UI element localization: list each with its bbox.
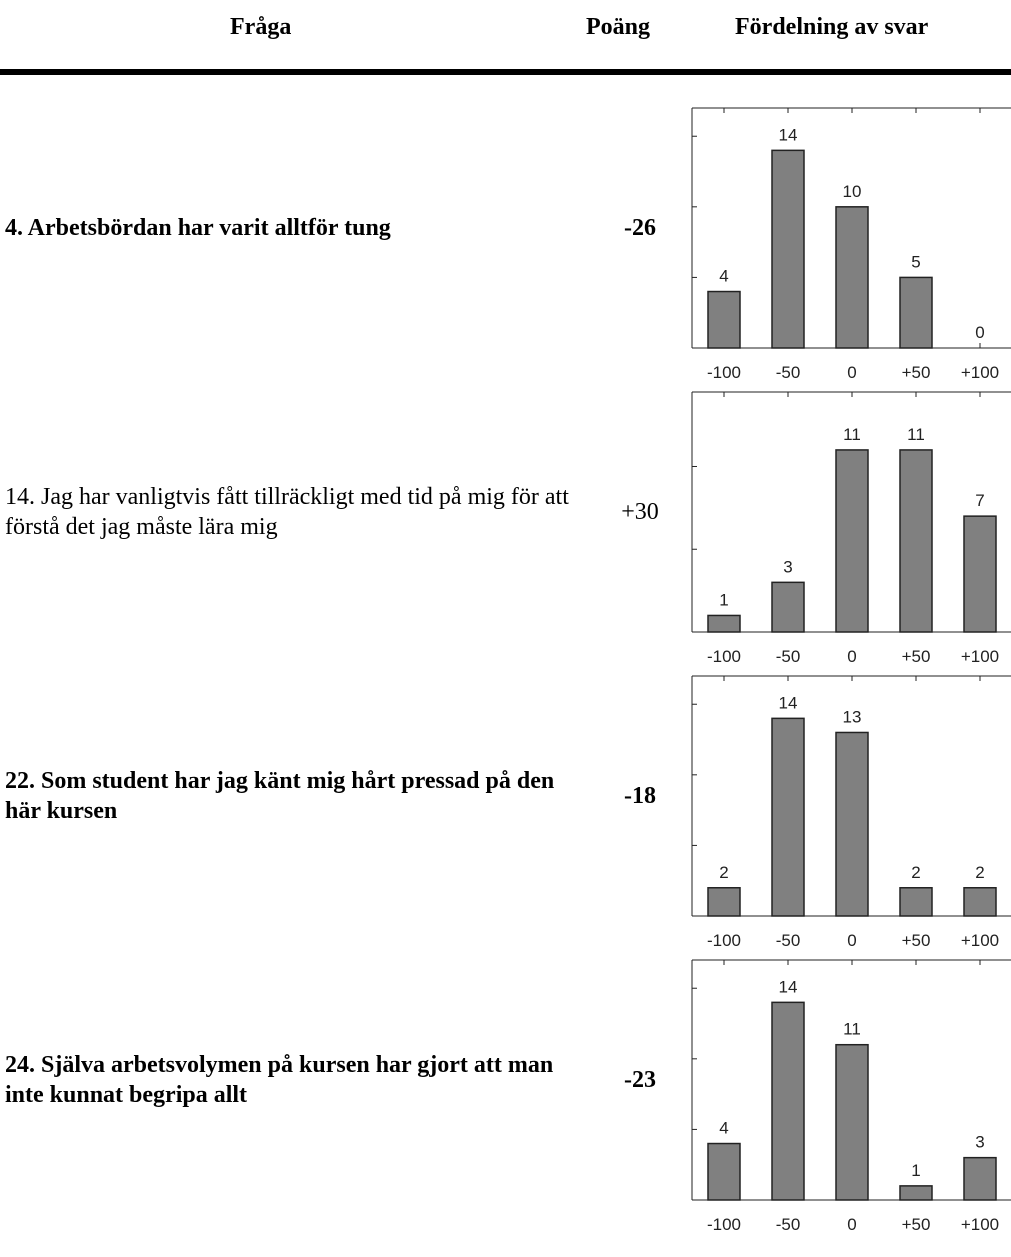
header-rule bbox=[0, 69, 1011, 75]
question: 24. Själva arbetsvolymen på kursen har g… bbox=[5, 1052, 554, 1108]
header-score: Poäng bbox=[586, 14, 651, 40]
value-label: 14 bbox=[779, 693, 798, 712]
value-label: 2 bbox=[719, 863, 728, 882]
question: 4. Arbetsbördan har varit alltför tung bbox=[5, 215, 391, 241]
bar bbox=[771, 717, 805, 917]
bar bbox=[899, 1185, 933, 1201]
x-tick-label: +100 bbox=[961, 931, 999, 950]
bar bbox=[707, 887, 741, 917]
value-label: 11 bbox=[843, 425, 861, 444]
x-tick-label: -50 bbox=[776, 1215, 801, 1234]
x-tick-label: +100 bbox=[961, 647, 999, 666]
bar bbox=[835, 1043, 869, 1201]
bar bbox=[899, 887, 933, 917]
bar bbox=[835, 731, 869, 917]
x-tick-label: -50 bbox=[776, 647, 801, 666]
value-label: 14 bbox=[779, 977, 798, 996]
question: 14. Jag har vanligtvis fått tillräckligt… bbox=[5, 484, 569, 540]
value-label: 3 bbox=[783, 557, 792, 576]
x-tick-label: -100 bbox=[707, 363, 741, 382]
value-label: 1 bbox=[911, 1161, 920, 1180]
bar bbox=[835, 206, 869, 349]
bar bbox=[771, 149, 805, 349]
bar bbox=[899, 276, 933, 349]
chart: 4 -100 14 -50 10 0 5 +50 0 +100 bbox=[691, 107, 1011, 382]
value-label: 2 bbox=[975, 863, 984, 882]
x-tick-label: +100 bbox=[961, 1215, 999, 1234]
question: 22. Som student har jag känt mig hårt pr… bbox=[5, 768, 555, 824]
chart: 2 -100 14 -50 13 0 2 +50 2 +100 bbox=[691, 675, 1011, 950]
x-tick-label: +50 bbox=[902, 647, 931, 666]
x-tick-label: -100 bbox=[707, 931, 741, 950]
bar bbox=[963, 515, 997, 633]
value-label: 10 bbox=[843, 182, 862, 201]
x-tick-label: +50 bbox=[902, 363, 931, 382]
bar bbox=[963, 887, 997, 917]
value-label: 3 bbox=[975, 1133, 984, 1152]
bar bbox=[707, 1142, 741, 1201]
chart: 1 -100 3 -50 11 0 11 +50 7 +100 bbox=[691, 391, 1011, 666]
value-label: 2 bbox=[911, 863, 920, 882]
bar bbox=[963, 1156, 997, 1201]
score: -23 bbox=[624, 1066, 656, 1093]
x-tick-label: 0 bbox=[847, 363, 856, 382]
chart: 4 -100 14 -50 11 0 1 +50 3 +100 bbox=[691, 959, 1011, 1234]
bar bbox=[707, 290, 741, 349]
value-label: 4 bbox=[719, 267, 728, 286]
x-tick-label: -50 bbox=[776, 931, 801, 950]
x-tick-label: +100 bbox=[961, 363, 999, 382]
value-label: 4 bbox=[719, 1119, 728, 1138]
bar bbox=[899, 449, 933, 633]
score: -26 bbox=[624, 214, 656, 241]
x-tick-label: -100 bbox=[707, 647, 741, 666]
x-tick-label: 0 bbox=[847, 647, 856, 666]
header-distribution: Fördelning av svar bbox=[735, 14, 929, 40]
x-tick-label: +50 bbox=[902, 931, 931, 950]
value-label: 14 bbox=[779, 125, 798, 144]
value-label: 0 bbox=[975, 323, 984, 342]
bar bbox=[707, 614, 741, 633]
bar bbox=[835, 449, 869, 633]
value-label: 11 bbox=[907, 425, 925, 444]
score: -18 bbox=[624, 782, 656, 809]
value-label: 7 bbox=[975, 491, 984, 510]
x-tick-label: 0 bbox=[847, 1215, 856, 1234]
value-label: 1 bbox=[719, 590, 728, 609]
value-label: 5 bbox=[911, 252, 920, 271]
bar bbox=[771, 1001, 805, 1201]
x-tick-label: -100 bbox=[707, 1215, 741, 1234]
bar bbox=[771, 581, 805, 633]
value-label: 13 bbox=[843, 707, 862, 726]
score: +30 bbox=[621, 498, 659, 525]
x-tick-label: 0 bbox=[847, 931, 856, 950]
x-tick-label: +50 bbox=[902, 1215, 931, 1234]
x-tick-label: -50 bbox=[776, 363, 801, 382]
header-question: Fråga bbox=[230, 14, 292, 40]
value-label: 11 bbox=[843, 1020, 861, 1039]
